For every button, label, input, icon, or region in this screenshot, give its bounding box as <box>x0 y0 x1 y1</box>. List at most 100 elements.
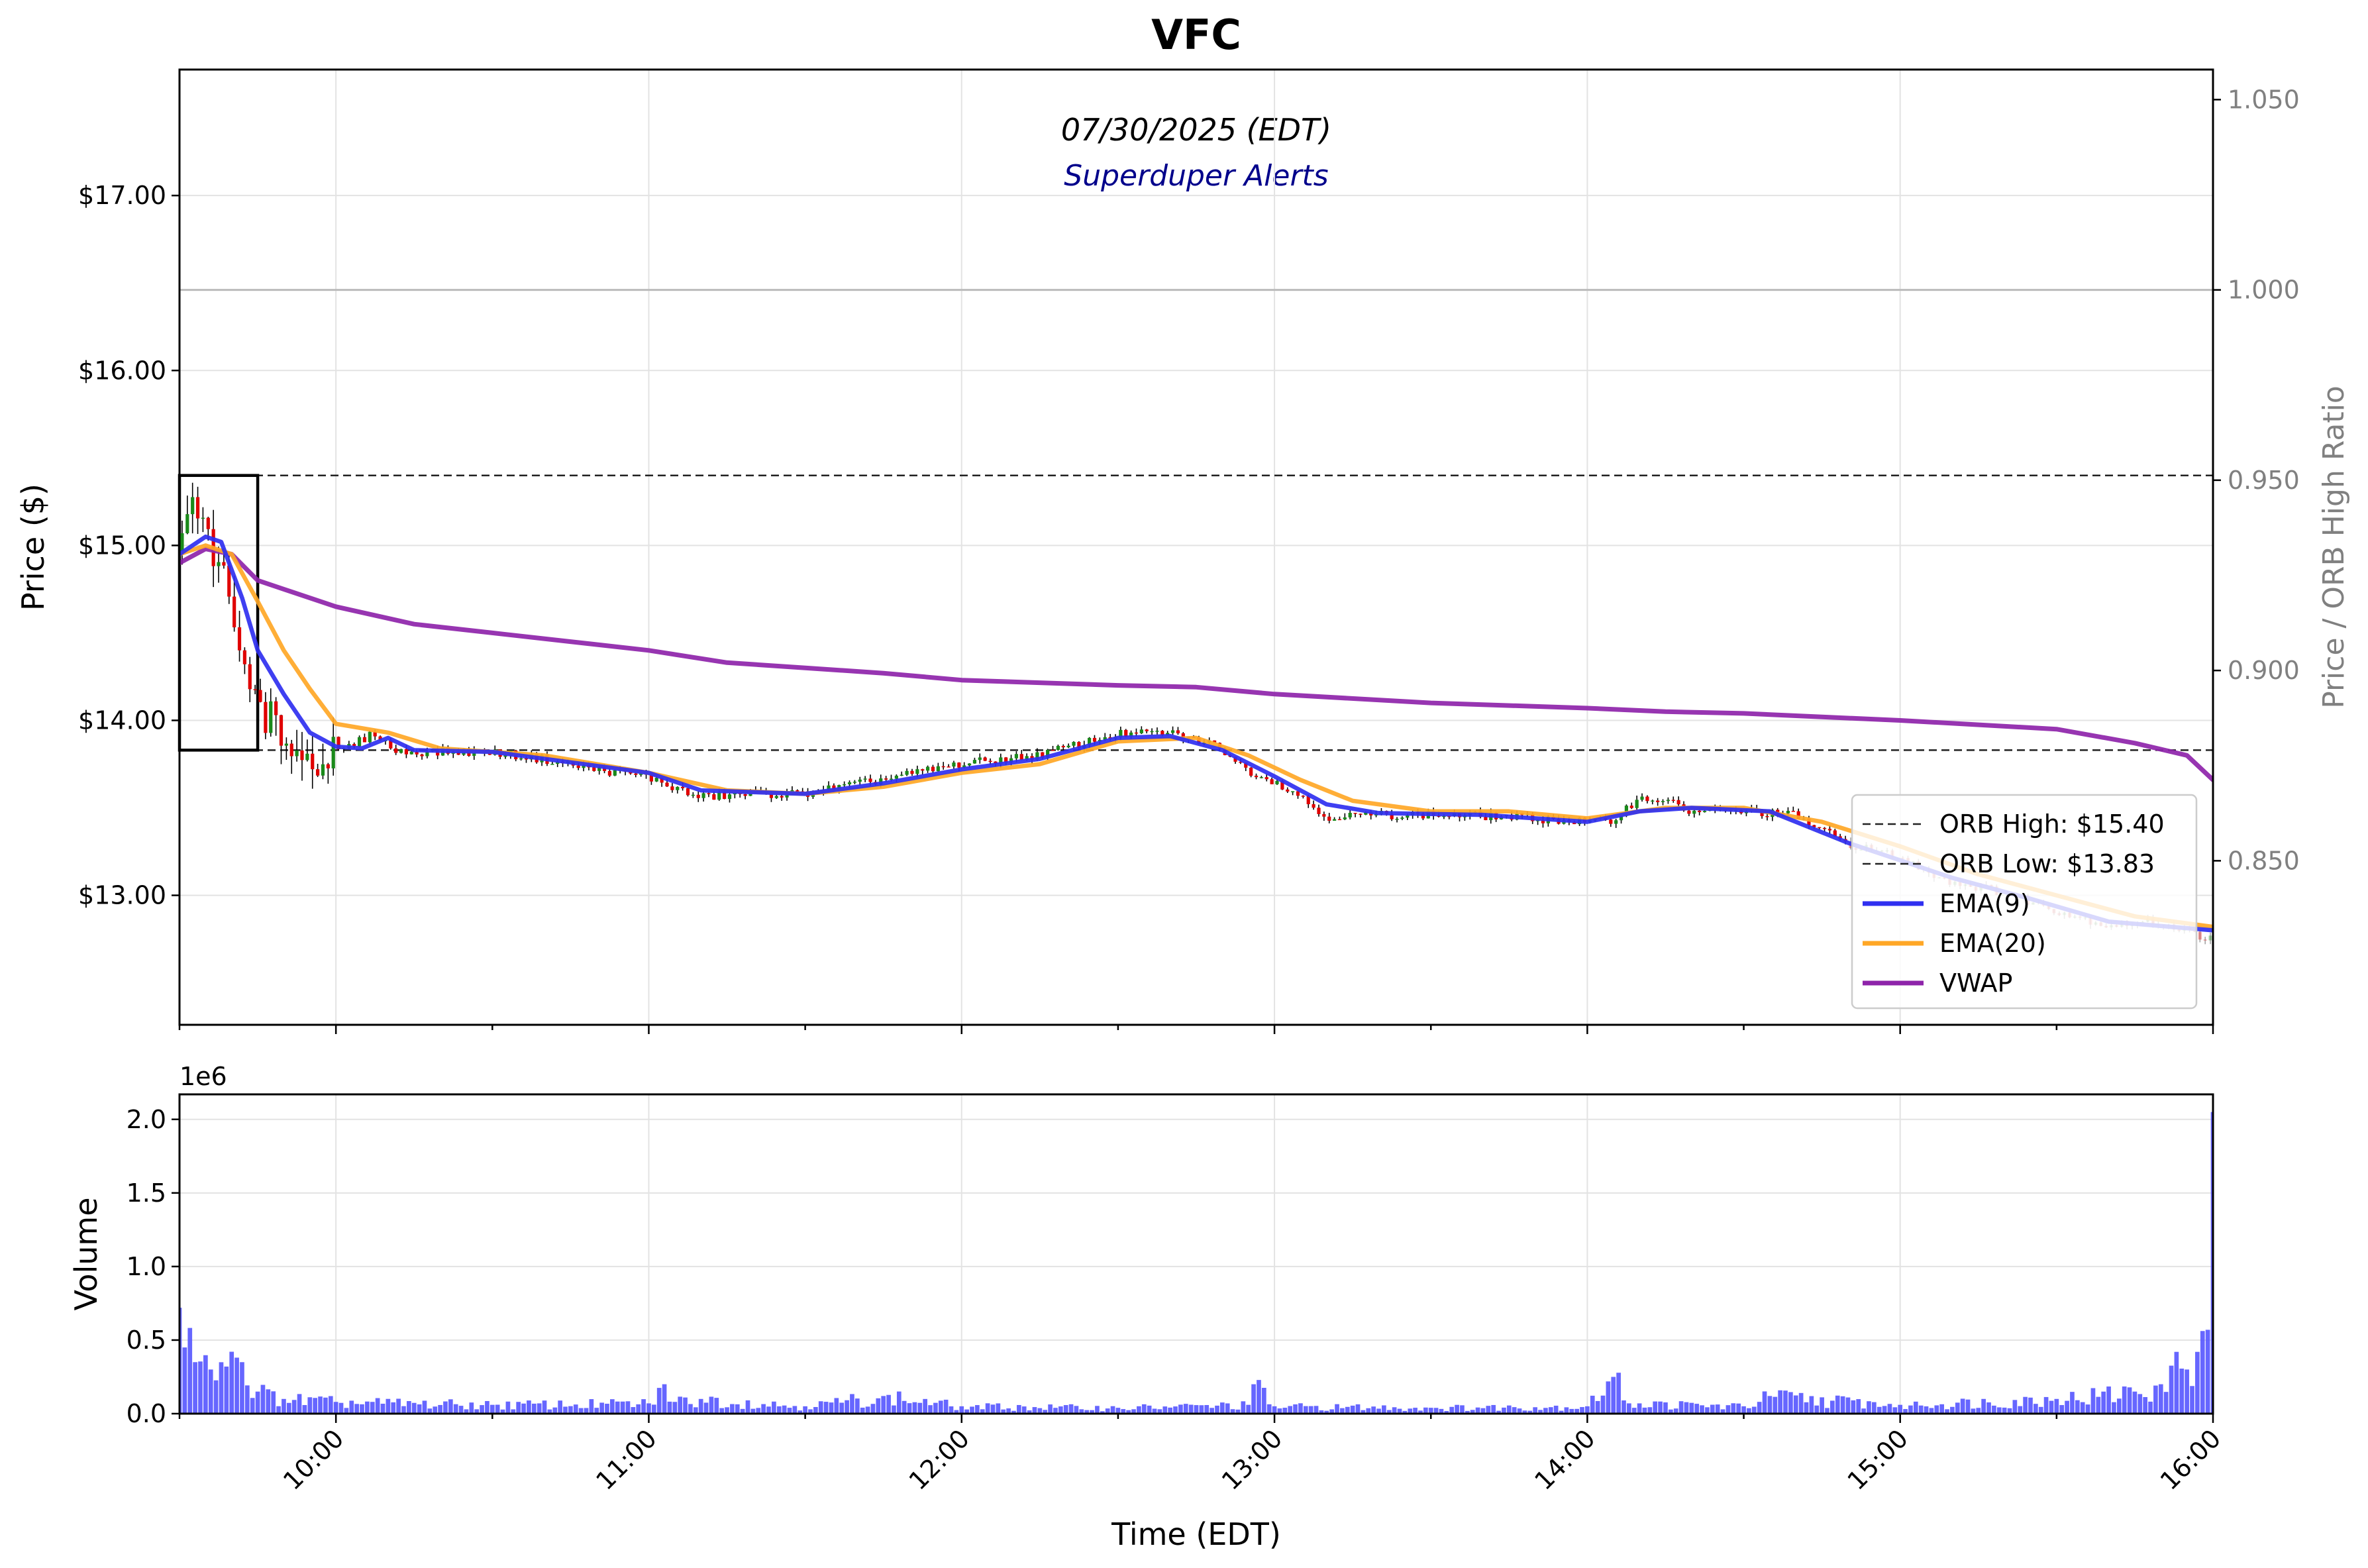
volume-bar <box>667 1401 672 1414</box>
price-x-ticks <box>178 1025 2214 1034</box>
volume-bar <box>1840 1396 1845 1414</box>
candle-body <box>425 751 429 757</box>
volume-bar <box>1194 1405 1199 1414</box>
volume-bar <box>1241 1401 1246 1414</box>
candle-body <box>676 786 680 790</box>
candle-body <box>1129 732 1133 737</box>
candle-body <box>368 731 372 743</box>
candle-body <box>957 762 961 768</box>
candle-body <box>1019 754 1023 760</box>
volume-bar <box>865 1406 870 1414</box>
candle-body <box>972 760 977 764</box>
candle-body <box>1343 817 1347 819</box>
volume-bar <box>448 1399 453 1414</box>
volume-bar <box>1830 1400 1835 1414</box>
volume-bar <box>850 1394 854 1414</box>
volume-bar <box>240 1362 244 1414</box>
candle-body <box>613 770 617 776</box>
volume-bar <box>407 1401 411 1414</box>
volume-bar <box>975 1405 980 1414</box>
volume-bar <box>646 1403 651 1414</box>
volume-bar <box>547 1409 552 1414</box>
volume-bar <box>1345 1406 1350 1414</box>
volume-bar <box>1496 1410 1501 1414</box>
candle-body <box>654 778 658 782</box>
volume-bar <box>1955 1402 1960 1414</box>
volume-bars <box>180 1112 2213 1414</box>
candle-body <box>879 778 883 785</box>
candle-body <box>1796 811 1800 819</box>
candle-body <box>237 627 242 651</box>
candle-body <box>2208 935 2212 941</box>
volume-bar <box>756 1408 761 1414</box>
volume-bar <box>1981 1398 1986 1414</box>
volume-y-label: Volume <box>68 1197 104 1310</box>
volume-bar <box>1705 1407 1710 1414</box>
candle-body <box>691 794 695 796</box>
volume-bar <box>730 1404 735 1414</box>
volume-bar <box>302 1405 307 1414</box>
volume-bar <box>886 1394 891 1414</box>
volume-bar <box>396 1398 401 1414</box>
volume-bar <box>1079 1409 1084 1414</box>
candle-body <box>748 792 752 796</box>
volume-bar <box>443 1401 448 1414</box>
candle-body <box>404 749 409 755</box>
volume-bar <box>401 1406 406 1414</box>
volume-bar <box>641 1399 646 1414</box>
volume-bar <box>187 1328 193 1414</box>
volume-bar <box>1037 1408 1043 1414</box>
volume-bar <box>344 1408 349 1414</box>
volume-bar <box>1533 1407 1538 1414</box>
volume-bar <box>1678 1401 1684 1414</box>
volume-bar <box>1606 1381 1611 1414</box>
candle-body <box>978 757 982 760</box>
candle-body <box>712 794 716 800</box>
volume-bar <box>260 1385 266 1414</box>
volume-bar <box>1798 1392 1804 1414</box>
volume-bar <box>2007 1408 2012 1414</box>
volume-bar <box>1021 1406 1027 1414</box>
volume-bar <box>1580 1407 1584 1414</box>
candle-body <box>1322 813 1326 817</box>
candle-body <box>1818 827 1822 829</box>
volume-bar <box>1845 1397 1851 1414</box>
candle-body <box>305 753 309 760</box>
volume-bar <box>1814 1405 1820 1414</box>
volume-bar <box>411 1402 417 1414</box>
candle-body <box>1046 749 1050 758</box>
volume-bar <box>1329 1409 1335 1414</box>
volume-bar <box>537 1403 542 1414</box>
volume-bar <box>1585 1406 1590 1414</box>
volume-bar <box>1444 1410 1449 1414</box>
volume-bar <box>1627 1403 1631 1414</box>
volume-bar <box>333 1402 338 1414</box>
volume-y-tick-label: 0.5 <box>127 1326 166 1355</box>
volume-bar <box>1261 1387 1266 1414</box>
candle-body <box>284 743 288 746</box>
volume-bar <box>1512 1407 1517 1414</box>
volume-bar <box>1376 1408 1381 1414</box>
legend: ORB High: $15.40 ORB Low: $13.83 EMA(9) EMA… <box>1851 794 2198 1010</box>
volume-bar <box>693 1407 698 1414</box>
candle-body <box>1061 745 1065 748</box>
volume-bar <box>244 1385 250 1414</box>
volume-bar <box>1527 1410 1533 1414</box>
candle-body <box>649 774 653 782</box>
volume-bar <box>1006 1408 1011 1414</box>
volume-bar <box>1517 1408 1522 1414</box>
candle-body <box>582 764 586 768</box>
volume-bar <box>2106 1386 2111 1414</box>
candle-body <box>289 743 293 757</box>
candle-body <box>1400 817 1404 819</box>
volume-bar <box>625 1401 631 1414</box>
candle-body <box>1656 800 1660 802</box>
candle-body <box>1536 820 1540 821</box>
candle-body <box>1233 757 1237 762</box>
candle-body <box>1244 762 1248 768</box>
candle-body <box>295 750 299 757</box>
volume-bar <box>349 1400 354 1414</box>
volume-bar <box>683 1397 688 1414</box>
volume-bar <box>318 1396 323 1414</box>
volume-bar <box>1867 1401 1871 1414</box>
